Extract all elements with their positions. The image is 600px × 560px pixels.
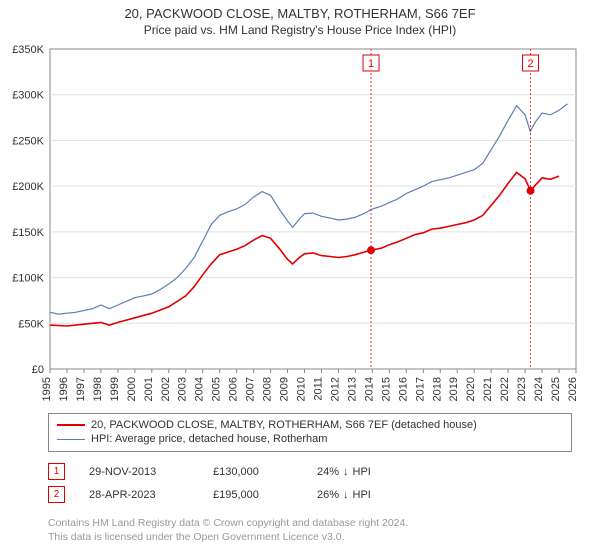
sale-row: 2 28-APR-2023 £195,000 26% ↓ HPI: [48, 483, 572, 506]
sale-diff-pct: 26%: [317, 489, 339, 501]
arrow-down-icon: ↓: [343, 466, 349, 478]
svg-text:£150K: £150K: [12, 227, 44, 239]
svg-text:£0: £0: [32, 364, 44, 376]
svg-text:2011: 2011: [312, 377, 324, 401]
sale-date: 29-NOV-2013: [89, 466, 189, 478]
svg-text:1996: 1996: [58, 377, 70, 401]
svg-text:£200K: £200K: [12, 181, 44, 193]
svg-text:1999: 1999: [109, 377, 121, 401]
svg-text:2002: 2002: [160, 377, 172, 401]
svg-text:2022: 2022: [499, 377, 511, 401]
svg-text:1: 1: [368, 58, 374, 70]
svg-text:£50K: £50K: [18, 318, 44, 330]
legend-item-property: 20, PACKWOOD CLOSE, MALTBY, ROTHERHAM, S…: [57, 418, 563, 432]
sale-diff: 24% ↓ HPI: [317, 466, 407, 478]
svg-text:2005: 2005: [211, 377, 223, 401]
svg-text:2025: 2025: [550, 377, 562, 401]
legend-label-blue: HPI: Average price, detached house, Roth…: [91, 433, 327, 445]
svg-text:2023: 2023: [516, 377, 528, 401]
footer-attribution: Contains HM Land Registry data © Crown c…: [48, 516, 572, 552]
sale-diff-vs: HPI: [353, 489, 371, 501]
sale-index-box: 2: [48, 486, 65, 503]
svg-text:2006: 2006: [228, 377, 240, 401]
svg-text:2000: 2000: [126, 377, 138, 401]
sale-index-box: 1: [48, 463, 65, 480]
svg-text:2: 2: [527, 58, 533, 70]
legend: 20, PACKWOOD CLOSE, MALTBY, ROTHERHAM, S…: [48, 413, 572, 452]
sale-diff-vs: HPI: [353, 466, 371, 478]
svg-text:2009: 2009: [279, 377, 291, 401]
svg-text:2008: 2008: [262, 377, 274, 401]
sale-price: £195,000: [213, 489, 293, 501]
svg-text:2007: 2007: [245, 377, 257, 401]
arrow-down-icon: ↓: [343, 489, 349, 501]
svg-text:2024: 2024: [533, 377, 545, 401]
svg-text:2012: 2012: [329, 377, 341, 401]
svg-text:2015: 2015: [380, 377, 392, 401]
svg-text:2016: 2016: [397, 377, 409, 401]
legend-item-hpi: HPI: Average price, detached house, Roth…: [57, 432, 563, 446]
sale-diff: 26% ↓ HPI: [317, 489, 407, 501]
svg-text:2014: 2014: [363, 377, 375, 401]
footer-line-1: Contains HM Land Registry data © Crown c…: [48, 516, 572, 530]
legend-swatch-red: [57, 424, 85, 426]
svg-text:2018: 2018: [431, 377, 443, 401]
svg-text:£350K: £350K: [12, 44, 44, 56]
sale-date: 28-APR-2023: [89, 489, 189, 501]
svg-text:£250K: £250K: [12, 135, 44, 147]
svg-text:2026: 2026: [567, 377, 579, 401]
svg-text:2004: 2004: [194, 377, 206, 401]
svg-text:1998: 1998: [92, 377, 104, 401]
svg-text:2020: 2020: [465, 377, 477, 401]
sale-row: 1 29-NOV-2013 £130,000 24% ↓ HPI: [48, 460, 572, 483]
svg-text:2003: 2003: [177, 377, 189, 401]
svg-text:£300K: £300K: [12, 90, 44, 102]
svg-text:2010: 2010: [296, 377, 308, 401]
svg-text:2001: 2001: [143, 377, 155, 401]
svg-text:2013: 2013: [346, 377, 358, 401]
chart-subtitle: Price paid vs. HM Land Registry's House …: [0, 23, 600, 37]
sales-table: 1 29-NOV-2013 £130,000 24% ↓ HPI 2 28-AP…: [48, 460, 572, 506]
sale-diff-pct: 24%: [317, 466, 339, 478]
legend-swatch-blue: [57, 439, 85, 440]
svg-text:1997: 1997: [75, 377, 87, 401]
legend-label-red: 20, PACKWOOD CLOSE, MALTBY, ROTHERHAM, S…: [91, 419, 477, 431]
chart-title: 20, PACKWOOD CLOSE, MALTBY, ROTHERHAM, S…: [0, 6, 600, 21]
title-block: 20, PACKWOOD CLOSE, MALTBY, ROTHERHAM, S…: [0, 0, 600, 37]
sale-price: £130,000: [213, 466, 293, 478]
svg-text:2021: 2021: [482, 377, 494, 401]
footer-line-2: This data is licensed under the Open Gov…: [48, 530, 572, 544]
line-chart: £0 £50K £100K £150K £200K £250K £300K £350K 1995…: [0, 37, 600, 407]
svg-text:1995: 1995: [41, 377, 53, 401]
svg-text:£100K: £100K: [12, 273, 44, 285]
chart-area: £0 £50K £100K £150K £200K £250K £300K £350K 1995…: [0, 37, 600, 407]
svg-text:2019: 2019: [448, 377, 460, 401]
svg-text:2017: 2017: [414, 377, 426, 401]
